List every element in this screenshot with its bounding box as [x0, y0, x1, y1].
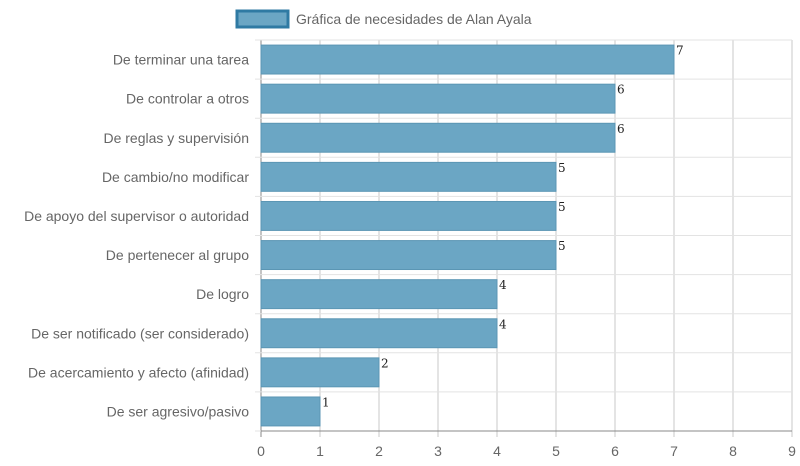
data-label: 5: [558, 239, 566, 253]
bar: [260, 83, 616, 114]
x-tick-label: 2: [375, 443, 383, 459]
category-label: De cambio/no modificar: [102, 169, 249, 185]
legend-label: Gráfica de necesidades de Alan Ayala: [296, 11, 532, 27]
bar: [260, 200, 557, 231]
x-tick-label: 6: [611, 443, 619, 459]
x-tick-label: 3: [434, 443, 442, 459]
bar: [260, 318, 498, 349]
data-label: 5: [558, 200, 566, 214]
x-tick-label: 8: [729, 443, 737, 459]
legend: Gráfica de necesidades de Alan Ayala: [235, 9, 532, 29]
category-label: De ser agresivo/pasivo: [107, 403, 250, 419]
category-label: De acercamiento y afecto (afinidad): [28, 364, 249, 380]
bar: [260, 396, 321, 427]
category-label: De controlar a otros: [126, 91, 249, 107]
category-label: De pertenecer al grupo: [106, 247, 249, 263]
category-label: De reglas y supervisión: [103, 130, 249, 146]
x-tick-label: 0: [257, 443, 265, 459]
category-label: De logro: [196, 286, 249, 302]
bar: [260, 161, 557, 192]
bar: [260, 122, 616, 153]
x-tick-label: 1: [316, 443, 324, 459]
data-label: 4: [499, 278, 507, 292]
axes: 0 1 2 3 4 5 6 7 8 9 De terminar una tarea De contro…: [24, 52, 796, 459]
data-label: 7: [676, 44, 684, 58]
x-tick-label: 9: [788, 443, 796, 459]
category-label: De apoyo del supervisor o autoridad: [24, 208, 249, 224]
bar: [260, 44, 675, 75]
x-tick-label: 4: [493, 443, 501, 459]
data-label: 2: [381, 356, 389, 370]
data-label: 6: [617, 83, 625, 97]
data-label: 4: [499, 317, 507, 331]
x-tick-label: 5: [552, 443, 560, 459]
bar: [260, 240, 557, 271]
data-label: 6: [617, 122, 625, 136]
legend-swatch: [235, 9, 290, 29]
category-label: De terminar una tarea: [113, 52, 249, 68]
category-label: De ser notificado (ser considerado): [31, 325, 249, 341]
bar: [260, 357, 380, 388]
data-label: 1: [322, 395, 330, 409]
x-tick-label: 7: [670, 443, 678, 459]
data-label: 5: [558, 161, 566, 175]
bars: 7 6 6 5 5 5 4 4 2 1: [260, 44, 684, 427]
bar: [260, 279, 498, 310]
